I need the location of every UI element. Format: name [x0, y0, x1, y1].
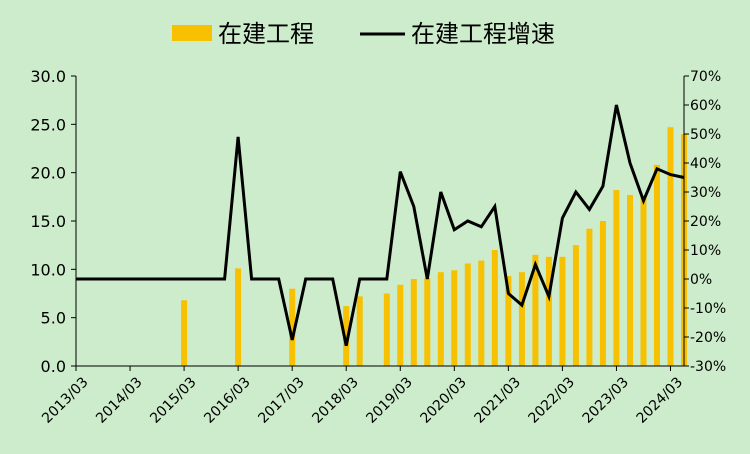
growth-line	[76, 104, 685, 346]
y-left-tick-label: 30.0	[30, 67, 66, 86]
x-tick-label: 2014/03	[93, 374, 145, 426]
bar	[235, 268, 242, 366]
y-left-tick-label: 0.0	[41, 357, 66, 376]
y-right-tick-label: 30%	[690, 185, 721, 201]
bar	[478, 260, 485, 366]
axes: 0.0 5.0 10.0 15.0 20.0 25.0 30.0 -30% -20% -10% 0%…	[30, 67, 726, 427]
y-right-tick-label: 10%	[690, 243, 721, 259]
bar	[343, 306, 350, 366]
bar	[599, 221, 606, 366]
bar	[181, 300, 188, 366]
y-right-tick-label: 40%	[690, 156, 721, 172]
y-right-tick-label: -20%	[690, 330, 726, 346]
bar	[424, 278, 431, 366]
y-right-tick-label: 20%	[690, 214, 721, 230]
bar	[640, 195, 647, 366]
bar	[451, 270, 458, 366]
bar	[356, 296, 363, 366]
legend-bar-label: 在建工程	[218, 20, 314, 48]
y-right-tick-label: 70%	[690, 69, 721, 85]
bar	[491, 250, 498, 366]
legend-bar-swatch	[172, 25, 212, 41]
y-right-tick-label: 50%	[690, 127, 721, 143]
x-tick-label: 2024/03	[634, 374, 686, 426]
bar	[397, 284, 404, 366]
y-left-tick-label: 20.0	[30, 164, 66, 183]
y-left-tick-label: 5.0	[41, 309, 66, 328]
x-tick-label: 2015/03	[147, 374, 199, 426]
legend: 在建工程 在建工程增速	[172, 20, 555, 48]
x-tick-label: 2017/03	[255, 374, 307, 426]
bar	[545, 256, 552, 366]
bar	[667, 127, 674, 366]
x-tick-label: 2022/03	[526, 374, 578, 426]
bar-series	[181, 127, 687, 366]
bar	[613, 190, 620, 366]
bar	[559, 256, 566, 366]
bar	[437, 272, 444, 366]
bar	[505, 276, 512, 366]
x-tick-label: 2020/03	[417, 374, 469, 426]
legend-line-label: 在建工程增速	[411, 20, 555, 48]
bar	[572, 245, 579, 366]
y-left-tick-label: 25.0	[30, 115, 66, 134]
bar	[532, 254, 539, 366]
x-tick-label: 2016/03	[201, 374, 253, 426]
bar	[410, 279, 417, 366]
y-left-tick-label: 15.0	[30, 212, 66, 231]
y-right-tick-label: -10%	[690, 301, 726, 317]
x-tick-label: 2019/03	[363, 374, 415, 426]
bar	[289, 288, 296, 366]
bar	[464, 263, 471, 366]
bar	[383, 293, 390, 366]
x-tick-label: 2018/03	[309, 374, 361, 426]
y-right-tick-label: 0%	[690, 272, 712, 288]
x-tick-label: 2023/03	[580, 374, 632, 426]
x-tick-label: 2021/03	[472, 374, 524, 426]
bar	[654, 164, 660, 366]
line-series	[76, 104, 685, 346]
bar	[518, 272, 525, 366]
x-tick-label: 2013/03	[39, 374, 91, 426]
y-right-tick-label: 60%	[690, 98, 721, 114]
bar	[627, 194, 633, 366]
y-left-tick-label: 10.0	[30, 260, 66, 279]
bar	[586, 228, 593, 366]
y-right-tick-label: -30%	[690, 359, 726, 375]
